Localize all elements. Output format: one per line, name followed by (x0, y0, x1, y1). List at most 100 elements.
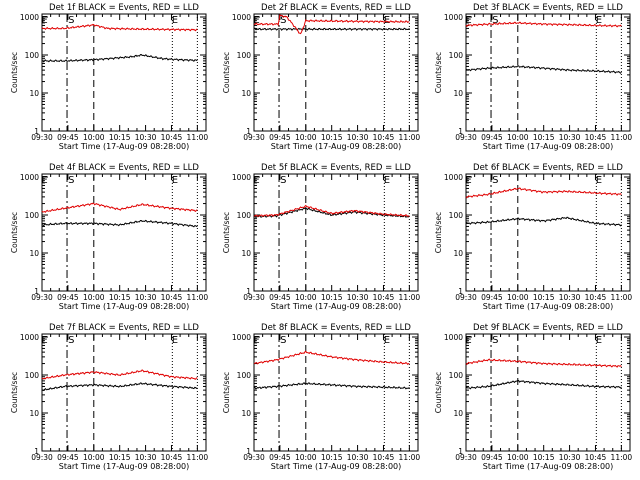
x-axis-label: Start Time (17-Aug-09 08:28:00) (483, 142, 614, 151)
y-tick-label: 1 (246, 447, 251, 456)
x-tick-label: 10:45 (585, 453, 607, 462)
x-tick-label: 10:15 (533, 453, 555, 462)
marker-label: S (280, 175, 286, 186)
marker-label: E (384, 175, 390, 186)
x-tick-label: 09:45 (269, 133, 291, 142)
x-tick-label: 09:45 (481, 453, 503, 462)
events-series-line (42, 53, 198, 63)
x-tick-label: 09:30 (455, 293, 477, 302)
lld-series-line (253, 204, 410, 218)
y-axis-label: Counts/sec (10, 212, 19, 253)
y-tick-label: 1 (458, 447, 463, 456)
plot-frame (253, 13, 419, 132)
panel-title: Det 8f BLACK = Events, RED = LLD (261, 323, 411, 333)
x-tick-label: 11:00 (187, 453, 209, 462)
events-series-line (41, 219, 198, 228)
marker-label: E (253, 335, 259, 346)
x-tick-label: 10:45 (585, 293, 607, 302)
plot-frame (465, 13, 631, 132)
x-axis-label: Start Time (17-Aug-09 08:28:00) (483, 462, 614, 471)
x-tick-label: 10:45 (161, 133, 183, 142)
x-tick-label: 11:00 (399, 133, 421, 142)
events-series-line (465, 379, 622, 390)
x-tick-label: 10:30 (559, 293, 581, 302)
x-tick-label: 10:45 (373, 133, 395, 142)
marker-label: E (384, 335, 390, 346)
panel-title: Det 6f BLACK = Events, RED = LLD (473, 163, 623, 173)
x-tick-label: 10:45 (161, 453, 183, 462)
x-tick-label: 10:30 (347, 133, 369, 142)
x-tick-label: 09:30 (31, 453, 53, 462)
y-tick-label: 10 (29, 249, 39, 258)
y-tick-label: 1000 (232, 333, 251, 342)
y-tick-label: 100 (25, 211, 40, 220)
plot-frame (465, 173, 631, 292)
x-tick-label: 10:30 (135, 293, 157, 302)
y-axis-label: Counts/sec (434, 212, 443, 253)
y-tick-label: 1000 (20, 173, 39, 182)
panel: Det 5f BLACK = Events, RED = LLD 1 10 100 10… (222, 163, 420, 311)
lld-series-line (253, 350, 410, 366)
y-tick-label: 100 (237, 371, 252, 380)
y-axis-label: Counts/sec (434, 52, 443, 93)
y-tick-label: 1000 (444, 333, 463, 342)
marker-label: S (68, 15, 74, 26)
x-tick-label: 10:45 (585, 133, 607, 142)
marker-label: E (172, 15, 178, 26)
y-tick-label: 100 (449, 211, 464, 220)
y-tick-label: 1 (34, 447, 39, 456)
x-tick-label: 10:15 (109, 133, 131, 142)
y-tick-label: 100 (449, 51, 464, 60)
plot-frame (253, 173, 419, 292)
marker-label: S (492, 15, 498, 26)
x-tick-label: 10:00 (83, 133, 105, 142)
x-tick-label: 11:00 (187, 133, 209, 142)
marker-label: E (384, 15, 390, 26)
panel: Det 9f BLACK = Events, RED = LLD 1 10 100 10… (434, 323, 632, 471)
plot-frame (253, 333, 419, 452)
x-tick-label: 09:45 (57, 453, 79, 462)
panel-title: Det 5f BLACK = Events, RED = LLD (261, 163, 411, 173)
marker-label: E (172, 175, 178, 186)
panel: Det 6f BLACK = Events, RED = LLD 1 10 100 10… (434, 163, 632, 311)
y-tick-label: 1000 (444, 13, 463, 22)
plot-frame (41, 333, 207, 452)
x-tick-label: 09:45 (269, 293, 291, 302)
lld-series-line (253, 14, 410, 35)
y-tick-label: 10 (453, 409, 463, 418)
y-tick-label: 100 (449, 371, 464, 380)
x-tick-label: 10:15 (321, 293, 343, 302)
plot-frame (41, 13, 207, 132)
x-axis-label: Start Time (17-Aug-09 08:28:00) (271, 302, 402, 311)
y-tick-label: 1000 (444, 173, 463, 182)
y-tick-label: 1 (246, 127, 251, 136)
y-tick-label: 10 (453, 89, 463, 98)
x-axis-label: Start Time (17-Aug-09 08:28:00) (271, 462, 402, 471)
y-axis-label: Counts/sec (222, 212, 231, 253)
y-tick-label: 10 (453, 249, 463, 258)
y-tick-label: 10 (241, 409, 251, 418)
marker-label: E (41, 335, 47, 346)
x-tick-label: 10:00 (295, 453, 317, 462)
y-tick-label: 100 (25, 51, 40, 60)
x-tick-label: 09:45 (57, 293, 79, 302)
panel: Det 4f BLACK = Events, RED = LLD 1 10 100 10… (10, 163, 208, 311)
y-axis-label: Counts/sec (222, 372, 231, 413)
x-tick-label: 09:45 (57, 133, 79, 142)
x-tick-label: 09:45 (481, 293, 503, 302)
y-tick-label: 1000 (232, 13, 251, 22)
x-tick-label: 10:30 (347, 293, 369, 302)
marker-label: E (172, 335, 178, 346)
events-series-line (253, 382, 410, 390)
x-tick-label: 10:00 (83, 293, 105, 302)
x-tick-label: 10:45 (161, 293, 183, 302)
y-tick-label: 1000 (20, 333, 39, 342)
events-series-line (465, 216, 622, 227)
marker-label: S (492, 335, 498, 346)
x-tick-label: 10:00 (507, 293, 529, 302)
marker-label: E (253, 15, 259, 26)
panel-title: Det 9f BLACK = Events, RED = LLD (473, 323, 623, 333)
x-tick-label: 09:45 (269, 453, 291, 462)
marker-label: S (492, 175, 498, 186)
plot-frame (465, 333, 631, 452)
